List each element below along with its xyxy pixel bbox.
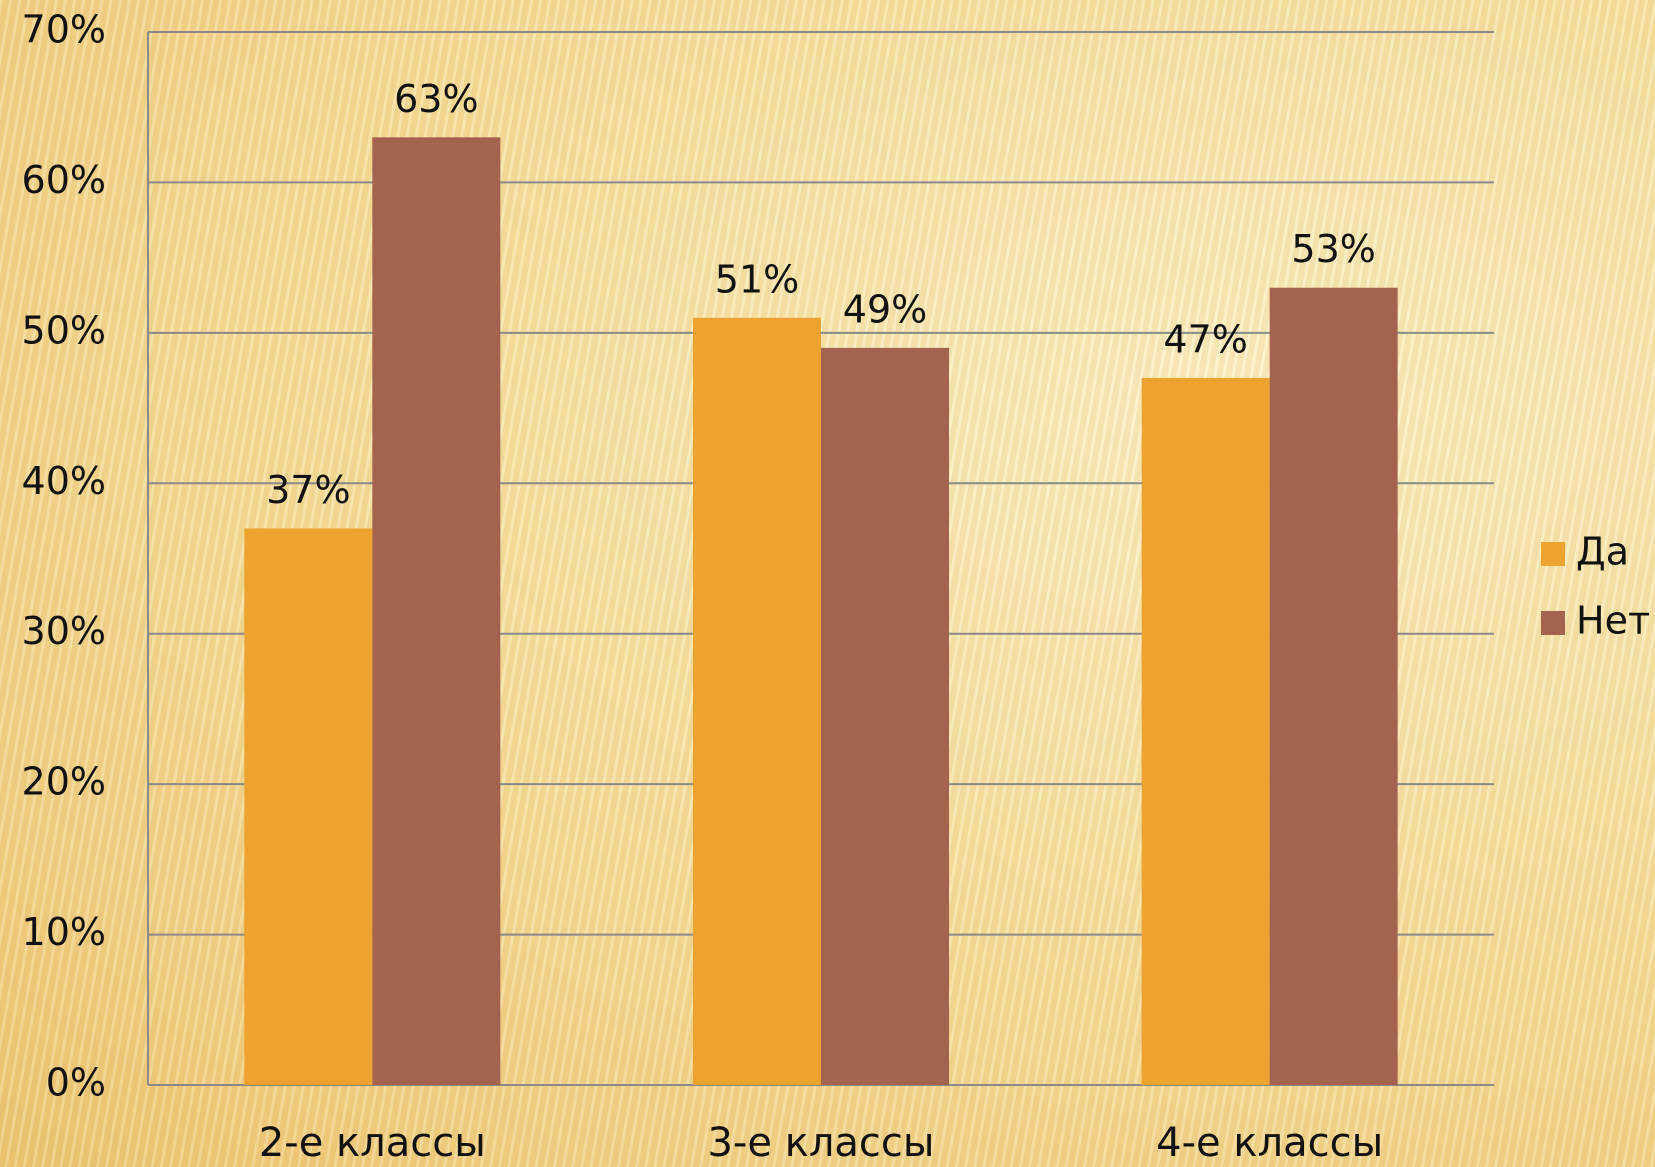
data-label: 37% <box>266 468 350 512</box>
y-tick-label: 40% <box>22 459 106 503</box>
data-label: 49% <box>843 287 927 331</box>
x-tick-label: 3-е классы <box>707 1120 934 1166</box>
bar <box>693 317 821 1085</box>
x-tick-label: 2-е классы <box>259 1120 486 1166</box>
data-label: 63% <box>394 77 478 121</box>
legend-label: Да <box>1576 530 1629 574</box>
y-tick-label: 20% <box>22 760 106 804</box>
y-tick-label: 50% <box>22 308 106 352</box>
data-label: 51% <box>715 257 799 301</box>
y-tick-label: 60% <box>22 158 106 202</box>
x-tick-label: 4-е классы <box>1156 1120 1383 1166</box>
y-tick-label: 30% <box>22 609 106 653</box>
legend-swatch <box>1541 542 1565 566</box>
legend-label: Нет <box>1576 599 1650 643</box>
bar <box>1141 377 1270 1085</box>
y-tick-label: 10% <box>22 910 106 954</box>
bar <box>821 347 949 1085</box>
bar <box>1269 287 1398 1085</box>
legend-swatch <box>1541 611 1565 635</box>
data-label: 53% <box>1291 227 1375 271</box>
data-label: 47% <box>1163 317 1247 361</box>
y-tick-label: 70% <box>22 8 106 52</box>
bar <box>244 528 373 1085</box>
y-tick-label: 0% <box>46 1061 106 1105</box>
bar <box>372 137 501 1086</box>
